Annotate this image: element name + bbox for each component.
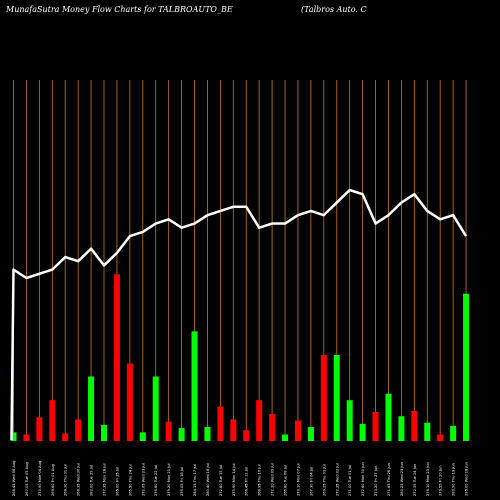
bar xyxy=(152,376,159,441)
x-tick-label: 277.35 Mon 28 Jul xyxy=(103,464,107,497)
x-tick-label: 282.00 Tue 29 Jul xyxy=(90,465,94,496)
bar xyxy=(463,293,470,441)
bar xyxy=(88,376,95,441)
x-tick-label: 268.95 Thu 10 Jul xyxy=(258,464,262,496)
x-tick-label: 268.30 Thu 31 Jul xyxy=(64,464,68,496)
bar xyxy=(49,400,56,441)
bar xyxy=(346,400,353,441)
x-tick-label: 272.60 Mon 30 Jun xyxy=(361,462,365,496)
bar xyxy=(23,434,30,441)
chart-subtitle: (Talbros Auto. C xyxy=(301,5,367,14)
x-tick-label: 265.50 Thu 24 Jul xyxy=(128,464,132,496)
bar xyxy=(359,423,366,441)
bar xyxy=(204,427,211,441)
x-tick-label: 276.60 Tue 22 Jul xyxy=(154,465,158,496)
bar xyxy=(230,419,237,441)
bar xyxy=(62,433,69,441)
x-tick-label: 269.25 Thu 03 Jul xyxy=(322,464,326,496)
bar xyxy=(282,434,289,441)
bar xyxy=(294,420,301,441)
x-tick-label: 279.55 Fri 20 Jun xyxy=(439,466,443,496)
bar xyxy=(307,427,314,441)
bar xyxy=(450,425,457,441)
bar xyxy=(243,430,250,441)
x-tick-label: 268.35 Wed 30 Jul xyxy=(77,463,81,496)
x-tick-label: 272.20 Wed 09 Jul xyxy=(271,463,275,496)
bar xyxy=(101,424,108,441)
x-tick-label: 270.10 Mon 07 Jul xyxy=(296,464,300,497)
money-flow-line xyxy=(10,188,468,441)
bar xyxy=(139,432,146,441)
x-tick-label: 269.60 Fri 01 Aug xyxy=(51,464,55,496)
x-tick-label: 272.35 Tue 24 Jun xyxy=(413,464,417,496)
x-tick-label: 266.45 Fri 11 Jul xyxy=(245,467,249,496)
x-tick-label: 271.65 Thu 26 Jun xyxy=(387,463,391,496)
bar xyxy=(398,416,405,441)
x-tick-label: 275.20 Mon 21 Jul xyxy=(167,464,171,497)
x-tick-label: 276.05 Fri 18 Jul xyxy=(180,467,184,496)
x-tick-label: 267.05 Tue 05 Aug xyxy=(25,462,29,496)
x-tick-label: 280.40 Wed 16 Jul xyxy=(206,463,210,496)
x-tick-label: 280.25 Wed 25 Jun xyxy=(400,462,404,496)
bar xyxy=(10,432,17,441)
bar xyxy=(191,331,198,441)
x-tick-label: 271.00 Tue 01 Jul xyxy=(348,465,352,496)
x-tick-label: 272.05 Wed 23 Jul xyxy=(141,463,145,496)
bar xyxy=(333,355,340,441)
bar xyxy=(385,393,392,441)
bar xyxy=(437,434,444,441)
bar xyxy=(372,411,379,441)
gridlines xyxy=(13,80,467,441)
x-tick-label: 266.45 Wed 06 Aug xyxy=(12,461,16,496)
bar xyxy=(217,406,224,441)
x-tick-label: 272.80 Tue 15 Jul xyxy=(219,465,223,496)
bar xyxy=(75,419,82,441)
bar xyxy=(269,414,276,441)
x-tick-label: 265.00 Fri 25 Jul xyxy=(115,467,119,496)
x-tick-label: 283.90 Thu 19 Jun xyxy=(452,463,456,496)
x-tick-label: 270.90 Mon 04 Aug xyxy=(38,461,42,496)
x-tick-label: 295.00 Wed 18 Jun xyxy=(465,462,469,496)
x-tick-labels: 266.45 Wed 06 Aug 267.05 Tue 05 Aug 270.90… xyxy=(12,461,469,496)
bar xyxy=(165,421,172,441)
bar xyxy=(36,417,43,441)
bar xyxy=(178,428,185,441)
chart-title: MunafaSutra Money Flow Charts for TALBRO… xyxy=(5,5,233,14)
x-tick-label: 273.20 Fri 27 Jun xyxy=(374,466,378,496)
bar xyxy=(113,274,120,441)
x-tick-label: 273.90 Mon 14 Jul xyxy=(232,464,236,497)
volume-bars xyxy=(10,274,470,441)
bar xyxy=(320,355,327,441)
x-tick-label: 267.30 Fri 04 Jul xyxy=(309,467,313,496)
x-tick-label: 266.80 Tue 08 Jul xyxy=(284,465,288,496)
x-tick-label: 272.25 Wed 02 Jul xyxy=(335,463,339,496)
bar xyxy=(126,363,133,441)
bar xyxy=(424,422,431,441)
x-tick-label: 284.15 Thu 17 Jul xyxy=(193,464,197,496)
bar xyxy=(256,400,263,441)
bar xyxy=(411,410,418,441)
x-tick-label: 276.10 Mon 23 Jun xyxy=(426,462,430,496)
